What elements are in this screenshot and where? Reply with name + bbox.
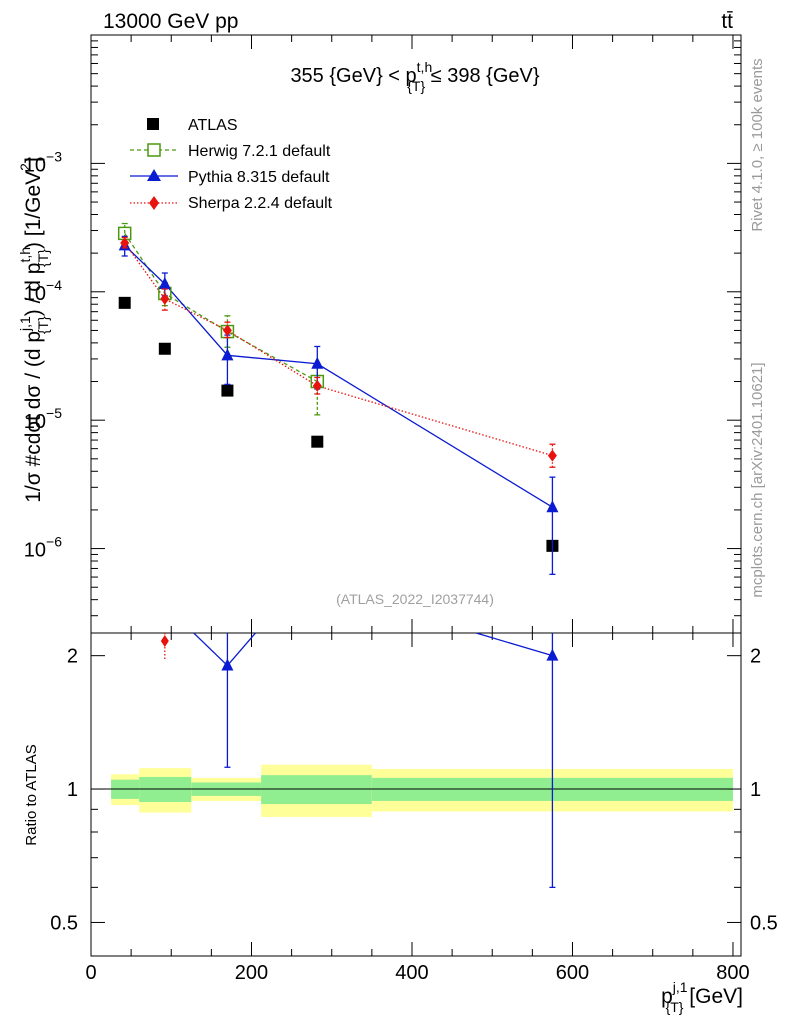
legend-label-pythia: Pythia 8.315 default bbox=[188, 169, 330, 186]
ratio-tick-label-left: 1 bbox=[67, 779, 78, 801]
ratio-point-sherpa bbox=[160, 635, 169, 647]
point-pythia bbox=[158, 276, 171, 289]
ratio-point-pythia bbox=[221, 658, 234, 671]
series-curves bbox=[124, 233, 553, 508]
y-tick-label: 10−6 bbox=[24, 534, 62, 562]
y-tick-label: 10−4 bbox=[24, 277, 62, 305]
point-sherpa bbox=[547, 449, 557, 462]
x-axis-label-unit: [GeV] bbox=[683, 985, 743, 1008]
x-axis-label: pj,1 {T} [GeV] bbox=[661, 979, 743, 1015]
y-axis-label-b-sub: {T} bbox=[35, 249, 51, 267]
legend-marker-sherpa bbox=[149, 196, 159, 210]
point-sherpa bbox=[222, 324, 232, 337]
ratio-axis-label: Ratio to ATLAS bbox=[23, 744, 40, 845]
analysis-watermark: (ATLAS_2022_I2037744) bbox=[336, 591, 494, 607]
point-atlas bbox=[221, 384, 234, 397]
point-atlas bbox=[118, 296, 131, 309]
series-points bbox=[117, 222, 559, 889]
legend: ATLAS Herwig 7.2.1 default Pythia 8.315 … bbox=[130, 117, 333, 212]
x-tick-label: 200 bbox=[235, 962, 268, 984]
x-tick-label: 800 bbox=[716, 962, 749, 984]
curve-sherpa bbox=[124, 242, 553, 457]
point-sherpa bbox=[312, 379, 322, 392]
x-axis-label-sub: {T} bbox=[666, 999, 684, 1015]
y-axis-label-part-c: ) [1/GeV bbox=[22, 171, 45, 249]
ratio-curve-pythia-2 bbox=[475, 632, 553, 657]
y-axis-label-a-sup: j,1 bbox=[17, 316, 33, 332]
rivet-version-label: Rivet 4.1.0, ≥ 100k events bbox=[749, 58, 766, 231]
plot-title-sub: {T} bbox=[407, 78, 425, 94]
ratio-tick-label-left: 0.5 bbox=[50, 912, 78, 934]
curve-herwig bbox=[124, 233, 318, 383]
ratio-point-pythia bbox=[546, 648, 559, 661]
y-axis-label-part-a: 1/σ #cdot dσ / (d p bbox=[22, 331, 45, 503]
legend-label-atlas: ATLAS bbox=[188, 117, 238, 134]
plot-title-sup: t,h bbox=[417, 59, 433, 75]
y-axis-label-a-sub: {T} bbox=[35, 316, 51, 334]
legend-label-sherpa: Sherpa 2.2.4 default bbox=[188, 195, 333, 212]
y-tick-label: 10−3 bbox=[24, 148, 62, 176]
legend-marker-herwig bbox=[147, 143, 161, 157]
ratio-tick-label-left: 2 bbox=[67, 646, 78, 668]
curve-pythia bbox=[124, 244, 553, 508]
y-axis-label-part-d: ] bbox=[22, 157, 45, 163]
plot-title-tail: ≤ 398 {GeV} bbox=[425, 65, 540, 87]
x-tick-label: 0 bbox=[85, 962, 96, 984]
y-axis-label-part-b: ) / d p bbox=[22, 263, 45, 317]
y-axis-label-b-sup: t,h bbox=[17, 247, 33, 263]
x-axis-label-main: p bbox=[661, 985, 673, 1008]
ratio-uncertainty-bands bbox=[91, 764, 741, 817]
ratio-tick-label-right: 1 bbox=[750, 779, 761, 801]
legend-label-herwig: Herwig 7.2.1 default bbox=[188, 143, 331, 160]
axis-ticks: 0 200 400 600 800 10−6 10−5 10−4 10−3 0.5 0.5 1 1 2 2 bbox=[24, 34, 778, 984]
ratio-tick-label-right: 0.5 bbox=[750, 912, 778, 934]
point-sherpa bbox=[120, 236, 130, 249]
plot-title-main: 355 {GeV} < p bbox=[290, 65, 416, 87]
point-pythia bbox=[546, 500, 559, 513]
plot-title: 355 {GeV} < pt,h {T} ≤ 398 {GeV} bbox=[290, 59, 539, 94]
y-tick-label: 10−5 bbox=[24, 405, 62, 433]
ratio-plot-frame bbox=[90, 632, 742, 957]
x-tick-label: 400 bbox=[395, 962, 428, 984]
process-label: tt̄ bbox=[721, 10, 733, 33]
point-pythia bbox=[221, 348, 234, 361]
ratio-curve-pythia bbox=[193, 632, 256, 667]
energy-label: 13000 GeV pp bbox=[103, 10, 238, 33]
legend-marker-atlas bbox=[147, 118, 159, 130]
y-axis-label-c-sup: 2 bbox=[17, 163, 33, 171]
point-atlas bbox=[158, 342, 171, 355]
point-pythia bbox=[311, 356, 324, 369]
source-label: mcplots.cern.ch [arXiv:2401.10621] bbox=[749, 362, 766, 597]
x-tick-label: 600 bbox=[556, 962, 589, 984]
y-axis-label: 1/σ #cdot dσ / (d pj,1 {T}) / d pt,h {T}) … bbox=[17, 157, 51, 503]
point-atlas bbox=[311, 435, 324, 448]
legend-marker-pythia bbox=[147, 169, 161, 181]
ratio-tick-label-right: 2 bbox=[750, 646, 761, 668]
ratio-band-inner-3 bbox=[261, 775, 372, 805]
x-axis-label-sup: j,1 bbox=[672, 979, 688, 995]
point-sherpa bbox=[160, 292, 170, 305]
